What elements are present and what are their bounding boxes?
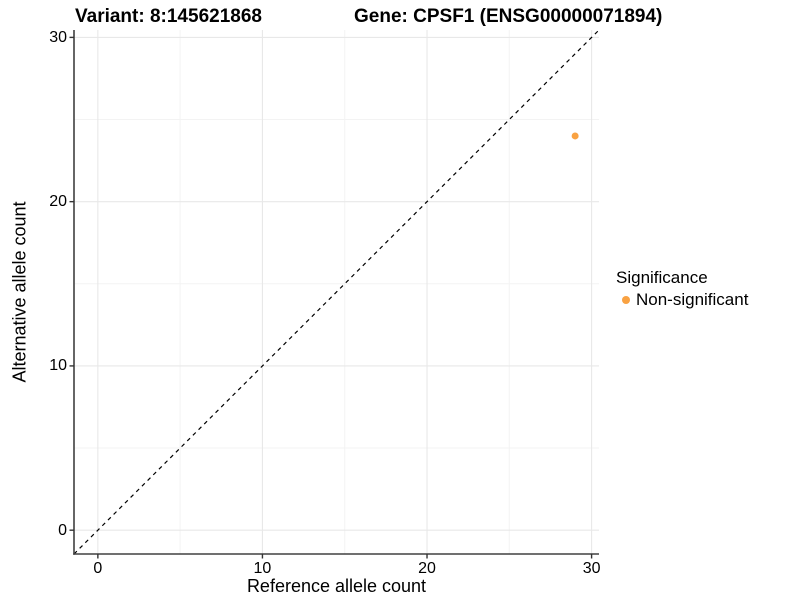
x-tick-label: 20 bbox=[418, 560, 436, 577]
legend-items: Non-significant bbox=[615, 290, 748, 309]
y-tick-label: 0 bbox=[58, 521, 67, 539]
y-tick-label: 30 bbox=[49, 28, 67, 46]
identity-dashed-line bbox=[73, 29, 600, 555]
y-axis-title: Alternative allele count bbox=[9, 201, 30, 383]
data-point bbox=[571, 132, 579, 140]
y-tick-label: 10 bbox=[49, 357, 67, 375]
legend: Significance Non-significant bbox=[615, 268, 748, 309]
y-tick-label: 20 bbox=[49, 193, 67, 211]
x-tick-label: 0 bbox=[93, 560, 103, 577]
legend-point-icon bbox=[622, 295, 630, 304]
legend-title: Significance bbox=[616, 268, 708, 287]
x-axis-title: Reference allele count bbox=[246, 576, 427, 596]
legend-item-label: Non-significant bbox=[636, 289, 749, 309]
legend-item: Non-significant bbox=[615, 290, 748, 309]
x-tick-label: 30 bbox=[582, 560, 601, 577]
variant-title: Variant: 8:145621868 bbox=[75, 6, 262, 27]
x-tick-label: 10 bbox=[253, 560, 272, 577]
gene-title: Gene: CPSF1 (ENSG00000071894) bbox=[354, 6, 663, 27]
